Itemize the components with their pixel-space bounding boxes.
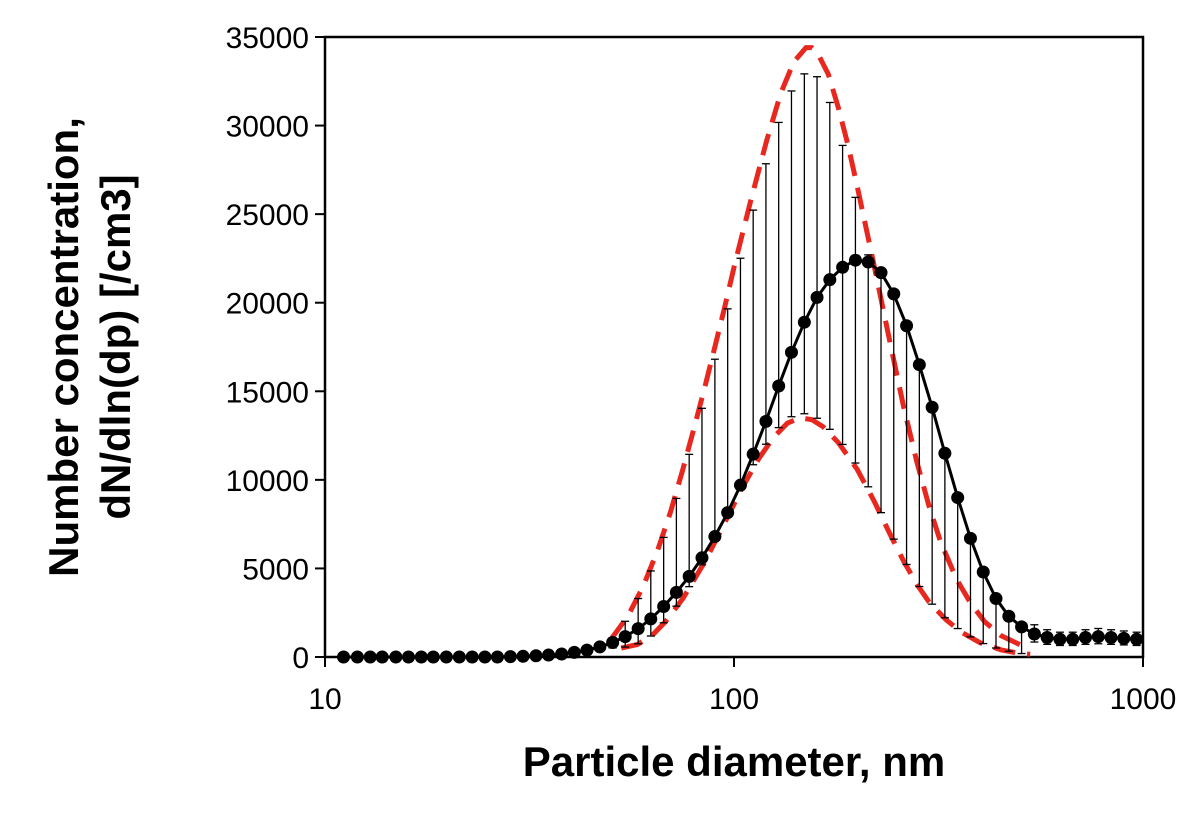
data-point bbox=[1027, 627, 1041, 641]
data-point bbox=[478, 650, 492, 664]
data-point bbox=[848, 253, 862, 267]
data-point bbox=[657, 600, 671, 614]
y-axis-title-line1: Number concentration, bbox=[40, 117, 87, 577]
data-point bbox=[721, 506, 735, 520]
data-point bbox=[503, 650, 517, 664]
data-point bbox=[1015, 620, 1029, 634]
data-point bbox=[337, 650, 351, 664]
data-point bbox=[350, 650, 364, 664]
data-point bbox=[363, 650, 377, 664]
y-axis-title-line2: dN/dln(dp) [/cm3] bbox=[92, 174, 139, 519]
data-point bbox=[1002, 609, 1016, 623]
data-point bbox=[784, 345, 798, 359]
data-point bbox=[414, 650, 428, 664]
data-point bbox=[900, 319, 914, 333]
x-tick-label: 1000 bbox=[1110, 683, 1177, 716]
data-point bbox=[1130, 632, 1144, 646]
data-point bbox=[925, 400, 939, 414]
data-point bbox=[759, 414, 773, 428]
y-tick-label: 0 bbox=[292, 642, 309, 675]
y-tick-label: 20000 bbox=[226, 288, 309, 321]
x-tick-label: 10 bbox=[308, 683, 341, 716]
data-point bbox=[1117, 631, 1131, 645]
data-point bbox=[1066, 632, 1080, 646]
data-point bbox=[708, 530, 722, 544]
data-point bbox=[989, 592, 1003, 606]
data-point bbox=[542, 648, 556, 662]
envelope-lower-line bbox=[620, 415, 1031, 657]
y-tick-label: 35000 bbox=[226, 22, 309, 55]
data-point bbox=[810, 290, 824, 304]
y-tick-label: 5000 bbox=[242, 553, 309, 586]
data-point bbox=[631, 622, 645, 636]
data-point bbox=[389, 650, 403, 664]
data-point bbox=[963, 531, 977, 545]
data-point bbox=[465, 650, 479, 664]
data-point bbox=[426, 650, 440, 664]
y-tick-label: 15000 bbox=[226, 376, 309, 409]
plot-area bbox=[323, 35, 1145, 659]
data-point bbox=[1104, 631, 1118, 645]
data-point bbox=[439, 650, 453, 664]
y-tick-label: 10000 bbox=[226, 465, 309, 498]
y-tick-label: 30000 bbox=[226, 111, 309, 144]
data-point bbox=[555, 647, 569, 661]
data-point bbox=[644, 612, 658, 626]
data-point bbox=[887, 287, 901, 301]
data-point bbox=[695, 551, 709, 565]
x-tick-label: 100 bbox=[709, 683, 759, 716]
data-point bbox=[618, 630, 632, 644]
data-point bbox=[567, 645, 581, 659]
envelope-group bbox=[608, 45, 1032, 657]
data-point bbox=[490, 650, 504, 664]
data-point bbox=[401, 650, 415, 664]
x-axis-title: Particle diameter, nm bbox=[523, 738, 946, 785]
data-point bbox=[938, 446, 952, 460]
data-point bbox=[682, 569, 696, 583]
data-point bbox=[516, 649, 530, 663]
data-point bbox=[746, 447, 760, 461]
data-point bbox=[976, 565, 990, 579]
data-point bbox=[1078, 631, 1092, 645]
data-point bbox=[823, 273, 837, 287]
series-group bbox=[337, 253, 1144, 664]
data-point bbox=[1053, 632, 1067, 646]
data-point bbox=[836, 260, 850, 274]
data-point bbox=[733, 478, 747, 492]
data-point bbox=[861, 255, 875, 269]
data-point bbox=[606, 635, 620, 649]
data-point bbox=[772, 379, 786, 393]
data-point bbox=[529, 649, 543, 663]
data-point bbox=[912, 358, 926, 372]
data-point bbox=[1091, 630, 1105, 644]
y-tick-label: 25000 bbox=[226, 199, 309, 232]
data-point bbox=[669, 585, 683, 599]
data-point bbox=[1040, 631, 1054, 645]
y-axis-ticks: 0 5000 10000 15000 20000 25000 30000 35000 bbox=[226, 22, 325, 675]
x-axis-ticks: 10 100 1000 bbox=[308, 657, 1176, 716]
data-point bbox=[375, 650, 389, 664]
envelope-upper-line bbox=[608, 45, 1032, 651]
data-point bbox=[593, 640, 607, 654]
data-point bbox=[874, 266, 888, 280]
data-point bbox=[580, 643, 594, 657]
data-point bbox=[951, 491, 965, 505]
data-point bbox=[797, 315, 811, 329]
data-point bbox=[452, 650, 466, 664]
